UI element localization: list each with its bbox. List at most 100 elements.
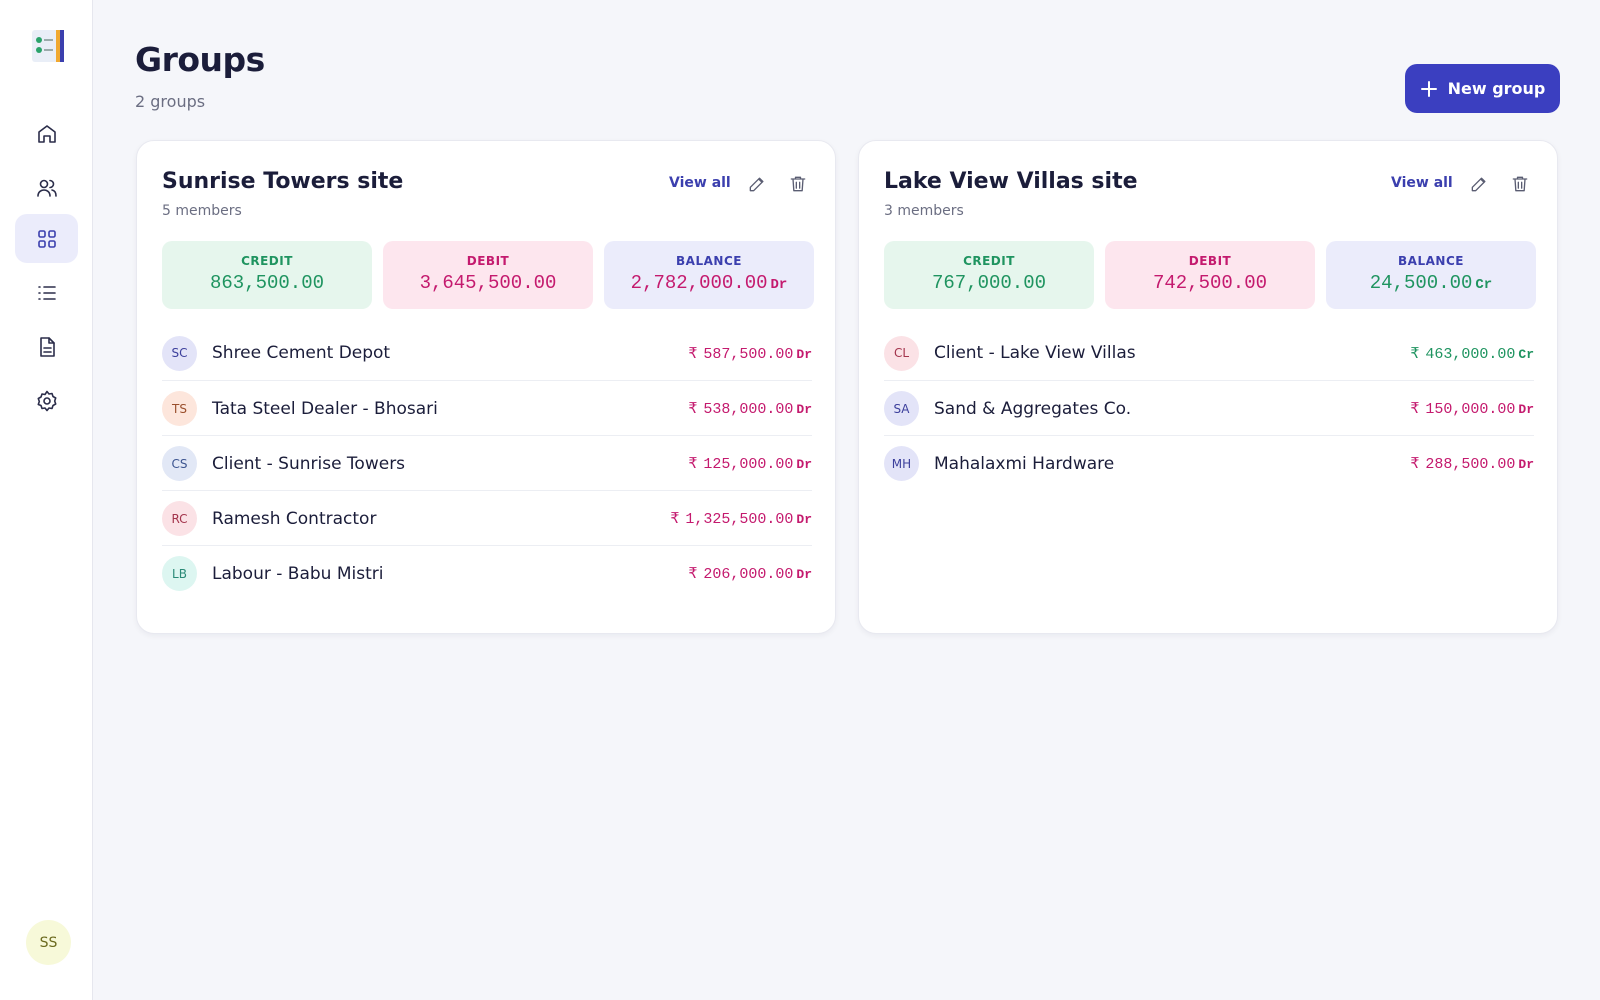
member-avatar: LB xyxy=(162,556,197,591)
member-row[interactable]: TS Tata Steel Dealer - Bhosari ₹538,000.00… xyxy=(162,380,812,436)
currency-symbol: ₹ xyxy=(688,345,698,363)
edit-button[interactable] xyxy=(747,174,767,194)
summary-side: Dr xyxy=(770,277,788,293)
member-side: Dr xyxy=(796,457,812,472)
user-avatar[interactable]: SS xyxy=(26,920,71,965)
member-side: Dr xyxy=(1518,402,1534,417)
member-row[interactable]: LB Labour - Babu Mistri ₹206,000.00 Dr xyxy=(162,545,812,601)
summary-amount: 3,645,500.00 xyxy=(419,272,557,294)
member-balance: ₹1,325,500.00 Dr xyxy=(670,509,812,528)
currency-symbol: ₹ xyxy=(1410,401,1420,418)
member-balance: ₹538,000.00 Dr xyxy=(688,399,812,418)
sidebar: SS xyxy=(0,0,93,1000)
member-amount: 125,000.00 xyxy=(703,456,794,473)
page-subtitle: 2 groups xyxy=(135,92,206,111)
member-side: Dr xyxy=(796,567,812,582)
summary-amount: 2,782,000.00 xyxy=(630,272,768,294)
member-row[interactable]: MH Mahalaxmi Hardware ₹288,500.00 Dr xyxy=(884,435,1534,491)
member-name: Sand & Aggregates Co. xyxy=(934,398,1132,419)
currency-symbol: ₹ xyxy=(688,566,698,583)
page-title: Groups xyxy=(135,40,265,79)
member-amount: 206,000.00 xyxy=(703,566,794,583)
member-row[interactable]: SC Shree Cement Depot ₹587,500.00 Dr xyxy=(162,325,812,381)
member-name: Client - Lake View Villas xyxy=(934,343,1136,363)
member-avatar: CS xyxy=(162,446,197,481)
member-avatar: RC xyxy=(162,501,197,536)
group-name: Lake View Villas site xyxy=(884,169,1138,194)
member-name: Ramesh Contractor xyxy=(212,508,377,529)
member-amount: 150,000.00 xyxy=(1425,401,1516,418)
member-balance: ₹150,000.00 Dr xyxy=(1410,399,1534,418)
member-name: Client - Sunrise Towers xyxy=(212,453,406,474)
delete-button[interactable] xyxy=(788,174,808,194)
member-row[interactable]: RC Ramesh Contractor ₹1,325,500.00 Dr xyxy=(162,490,812,546)
nav-groups[interactable] xyxy=(15,214,78,263)
summary-amount: 767,000.00 xyxy=(931,272,1047,294)
member-row[interactable]: CL Client - Lake View Villas ₹463,000.00 Cr xyxy=(884,325,1534,381)
member-side: Dr xyxy=(796,402,812,417)
delete-button[interactable] xyxy=(1510,174,1530,194)
summary-amount: 863,500.00 xyxy=(209,272,325,294)
nav-home[interactable] xyxy=(15,109,78,158)
group-name: Sunrise Towers site xyxy=(162,169,404,194)
summary-side: Cr xyxy=(1475,277,1493,293)
view-all-link[interactable]: View all xyxy=(669,175,731,191)
member-row[interactable]: CS Client - Sunrise Towers ₹125,000.00 Dr xyxy=(162,435,812,491)
summary-tile: CREDIT 767,000.00 xyxy=(884,241,1094,309)
view-all-link[interactable]: View all xyxy=(1391,175,1453,191)
nav-settings[interactable] xyxy=(15,376,78,425)
member-avatar: MH xyxy=(884,446,919,481)
currency-symbol: ₹ xyxy=(1410,345,1420,363)
summary-value: 742,500.00 xyxy=(1105,272,1315,294)
logo[interactable] xyxy=(30,28,66,64)
member-avatar: SC xyxy=(162,335,197,371)
summary-amount: 742,500.00 xyxy=(1152,272,1268,294)
summary-value: 863,500.00 xyxy=(162,272,372,294)
member-balance: ₹463,000.00 Cr xyxy=(1410,344,1534,363)
summary-label: CREDIT xyxy=(963,254,1015,268)
edit-button[interactable] xyxy=(1469,174,1489,194)
summary-tile: BALANCE 24,500.00 Cr xyxy=(1326,241,1536,309)
group-members-count: 5 members xyxy=(162,203,242,219)
new-group-button[interactable]: New group xyxy=(1405,64,1560,113)
summary-label: DEBIT xyxy=(466,254,510,268)
member-amount: 587,500.00 xyxy=(703,345,794,363)
summary-label: DEBIT xyxy=(1188,254,1232,268)
summary-tile: CREDIT 863,500.00 xyxy=(162,241,372,309)
summary-tile: DEBIT 3,645,500.00 xyxy=(383,241,593,309)
member-name: Tata Steel Dealer - Bhosari xyxy=(212,398,438,419)
member-side: Dr xyxy=(1518,457,1534,472)
summary-value: 3,645,500.00 xyxy=(383,272,593,294)
summary-tile: BALANCE 2,782,000.00 Dr xyxy=(604,241,814,309)
member-balance: ₹125,000.00 Dr xyxy=(688,454,812,473)
member-avatar: CL xyxy=(884,335,919,371)
member-name: Labour - Babu Mistri xyxy=(212,563,384,584)
nav-list[interactable] xyxy=(15,268,78,317)
member-balance: ₹587,500.00 Dr xyxy=(688,344,812,363)
member-balance: ₹288,500.00 Dr xyxy=(1410,454,1534,473)
plus-icon xyxy=(1420,80,1437,97)
member-name: Shree Cement Depot xyxy=(212,343,391,363)
member-row[interactable]: SA Sand & Aggregates Co. ₹150,000.00 Dr xyxy=(884,380,1534,436)
button-label: New group xyxy=(1447,79,1546,98)
group-card: Sunrise Towers site 5 members View all CRED… xyxy=(136,140,836,634)
summary-label: BALANCE xyxy=(1398,254,1464,268)
member-side: Dr xyxy=(796,512,812,527)
currency-symbol: ₹ xyxy=(688,456,698,473)
group-card: Lake View Villas site 3 members View all CR… xyxy=(858,140,1558,634)
nav-reports[interactable] xyxy=(15,322,78,371)
member-amount: 288,500.00 xyxy=(1425,456,1516,473)
member-name: Mahalaxmi Hardware xyxy=(934,453,1115,474)
summary-value: 2,782,000.00 Dr xyxy=(604,272,814,294)
nav-contacts[interactable] xyxy=(15,163,78,212)
currency-symbol: ₹ xyxy=(1410,456,1420,473)
member-amount: 1,325,500.00 xyxy=(685,511,794,528)
group-members-count: 3 members xyxy=(884,203,964,219)
member-avatar: TS xyxy=(162,391,197,426)
summary-value: 24,500.00 Cr xyxy=(1326,272,1536,294)
member-side: Cr xyxy=(1518,346,1534,362)
summary-tile: DEBIT 742,500.00 xyxy=(1105,241,1315,309)
summary-value: 767,000.00 xyxy=(884,272,1094,294)
